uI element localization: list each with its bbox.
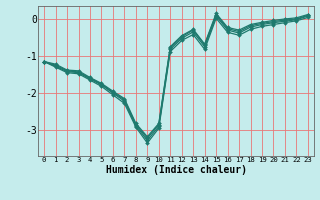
X-axis label: Humidex (Indice chaleur): Humidex (Indice chaleur) <box>106 165 246 175</box>
